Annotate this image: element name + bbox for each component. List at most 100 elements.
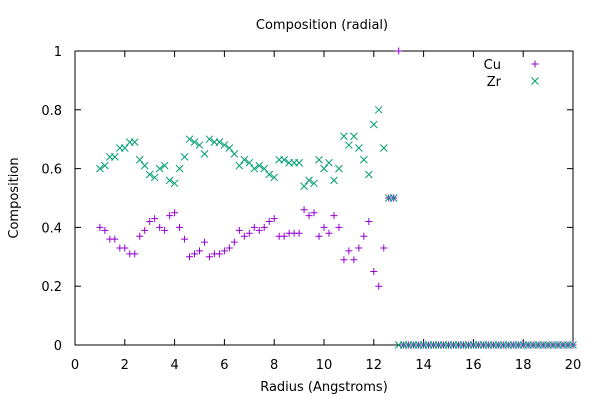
data-point-cu (265, 218, 273, 226)
data-point-zr (364, 170, 373, 179)
x-tick-label: 8 (270, 358, 278, 373)
data-point-cu (186, 253, 194, 261)
legend-marker-zr (531, 77, 539, 85)
y-axis-label: Composition (7, 157, 22, 238)
data-point-zr (345, 141, 353, 149)
data-point-zr (155, 164, 164, 173)
data-point-zr (350, 132, 358, 141)
data-point-cu (131, 250, 139, 258)
data-point-cu (156, 223, 164, 231)
data-point-zr (359, 155, 368, 164)
data-point-cu (166, 212, 174, 220)
x-axis-ticks: 0 2 4 6 8 10 12 14 16 18 20 (71, 51, 581, 373)
data-point-zr (335, 164, 343, 173)
x-tick-label: 18 (515, 358, 532, 373)
data-point-cu (96, 223, 104, 231)
x-tick-label: 20 (565, 358, 582, 373)
x-tick-label: 10 (316, 358, 333, 373)
series-zr (96, 105, 577, 349)
x-tick-label: 6 (220, 358, 228, 373)
data-point-zr (369, 120, 378, 129)
data-point-zr (295, 158, 303, 167)
data-point-cu (240, 232, 248, 240)
data-point-cu (235, 226, 243, 234)
data-point-cu (370, 268, 378, 275)
data-point-cu (305, 212, 313, 220)
data-point-cu (260, 223, 268, 231)
data-point-zr (96, 164, 104, 173)
y-tick-label: 1 (54, 45, 62, 60)
data-point-zr (165, 176, 174, 185)
x-tick-label: 12 (366, 358, 383, 373)
data-point-zr (245, 158, 254, 167)
data-point-cu (295, 229, 303, 237)
data-point-cu (171, 209, 179, 217)
data-point-zr (185, 135, 194, 144)
series-layer (96, 47, 577, 349)
y-tick-label: 0 (54, 339, 62, 354)
data-point-cu (101, 226, 109, 234)
data-point-zr (180, 152, 189, 161)
data-point-cu (141, 226, 149, 234)
data-point-cu (345, 247, 353, 255)
data-point-cu (250, 223, 258, 231)
data-point-zr (305, 176, 313, 185)
data-point-cu (151, 215, 159, 223)
x-tick-label: 14 (415, 358, 432, 373)
legend-marker-cu (531, 60, 539, 68)
data-point-zr (389, 194, 398, 202)
data-point-cu (111, 235, 119, 243)
data-point-zr (135, 155, 144, 164)
data-point-cu (181, 235, 189, 243)
legend-label-zr: Zr (487, 75, 502, 90)
legend-label-cu: Cu (484, 58, 501, 73)
data-point-zr (225, 144, 234, 152)
data-point-cu (191, 250, 199, 258)
data-point-zr (145, 170, 154, 179)
data-point-cu (136, 232, 144, 240)
data-point-zr (150, 173, 159, 182)
x-tick-label: 4 (170, 358, 178, 373)
data-point-cu (325, 229, 333, 237)
data-point-zr (320, 164, 328, 173)
data-point-cu (230, 238, 238, 246)
data-point-cu (270, 215, 278, 223)
data-point-zr (255, 161, 264, 170)
data-point-zr (130, 138, 139, 146)
data-point-cu (205, 253, 213, 261)
data-point-cu (176, 223, 184, 231)
data-point-cu (330, 212, 338, 220)
data-point-zr (340, 132, 348, 141)
data-point-cu (146, 218, 154, 226)
data-point-zr (101, 161, 109, 170)
data-point-zr (569, 341, 577, 349)
x-tick-label: 2 (121, 358, 129, 373)
data-point-zr (270, 173, 279, 182)
data-point-cu (310, 209, 318, 217)
data-point-zr (325, 158, 333, 167)
y-tick-label: 0.2 (41, 280, 62, 295)
data-point-zr (110, 152, 119, 161)
data-point-cu (340, 256, 348, 264)
data-point-zr (205, 135, 214, 144)
x-axis-label: Radius (Angstroms) (260, 380, 388, 395)
y-tick-label: 0.6 (41, 163, 62, 178)
data-point-zr (265, 170, 274, 179)
data-point-zr (200, 150, 209, 158)
data-point-cu (360, 232, 368, 240)
x-tick-label: 0 (71, 358, 79, 373)
data-point-cu (121, 244, 129, 252)
y-axis-ticks: 0 0.2 0.4 0.6 0.8 1 (41, 45, 573, 354)
data-point-cu (355, 244, 363, 252)
data-point-zr (240, 155, 249, 164)
data-point-zr (379, 144, 388, 152)
y-tick-label: 0.8 (41, 104, 62, 119)
data-point-zr (215, 138, 224, 146)
data-point-zr (315, 155, 323, 164)
data-point-zr (355, 144, 363, 152)
data-point-zr (260, 164, 269, 173)
data-point-zr (235, 161, 244, 170)
data-point-cu (365, 218, 373, 226)
data-point-zr (374, 105, 383, 114)
